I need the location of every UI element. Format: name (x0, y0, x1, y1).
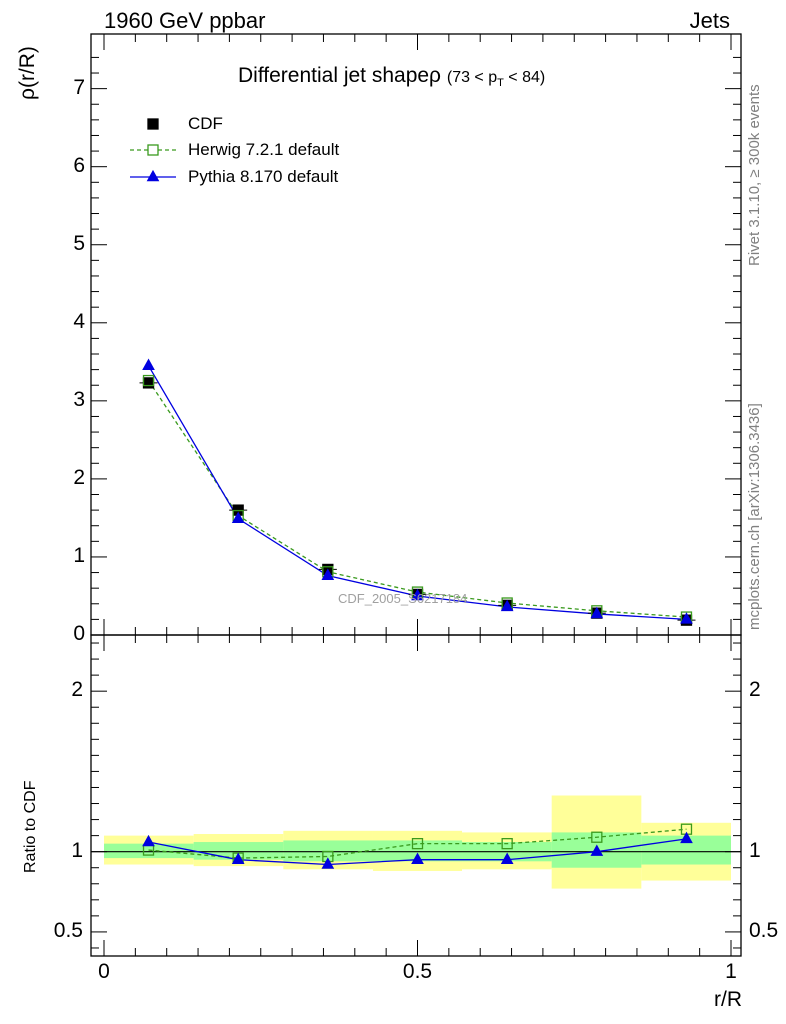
legend-label-herwig: Herwig 7.2.1 default (188, 140, 340, 159)
pythia-data-point (231, 511, 245, 523)
pythia-ratio-point (231, 852, 245, 864)
legend-label-pythia: Pythia 8.170 default (188, 167, 339, 186)
ratio-plot-frame (90, 634, 742, 957)
x-tick-label: 0.5 (402, 960, 433, 983)
y-tick-label: 7 (73, 75, 85, 99)
energy-label: 1960 GeV ppbar (104, 8, 266, 33)
title-range-start: (73 < p (446, 69, 498, 86)
rivet-label: Rivet 3.1.10, ≥ 300k events (746, 84, 763, 266)
y-tick-label: 5 (73, 231, 85, 255)
title-range-end: < 84) (503, 69, 546, 86)
pythia-data-point (680, 612, 693, 624)
ratio-y-tick-label: 2 (71, 678, 83, 702)
pythia-ratio-point (680, 831, 693, 844)
y-tick-label: 1 (73, 543, 85, 567)
herwig-data-point (142, 374, 155, 387)
cdf-data-point (142, 377, 155, 389)
chart-title-main: Differential jet shapeρ (238, 64, 442, 87)
chart-title-range: (73 < pT < 84) (446, 69, 546, 90)
legend-marker-pythia (146, 169, 160, 182)
herwig-ratio-point (501, 838, 513, 850)
x-tick-label: 1 (725, 960, 737, 983)
y-tick-label: 2 (73, 465, 85, 489)
pythia-ratio-point (590, 844, 604, 856)
herwig-ratio-point (411, 838, 424, 850)
uncertainty-band-inner (104, 843, 194, 859)
y-tick-label: 3 (73, 387, 85, 411)
ratio-y-tick-label-right: 1 (749, 838, 761, 862)
herwig-series-line (147, 380, 687, 618)
pythia-ratio-point (500, 852, 514, 864)
pythia-data-point (500, 599, 514, 612)
pythia-ratio-point (321, 857, 335, 869)
chart-title: Differential jet shapeρ (73 < pT < 84) (238, 64, 545, 89)
process-label: Jets (689, 8, 730, 33)
analysis-watermark: CDF_2005_S6217184 (338, 591, 468, 606)
ratio-y-tick-label-right: 2 (749, 678, 761, 702)
uncertainty-band-inner (372, 840, 463, 862)
ratio-y-tick-label-right: 0.5 (749, 918, 779, 942)
herwig-ratio-line (148, 828, 687, 859)
pythia-data-point (321, 568, 335, 580)
pythia-series-line (147, 365, 687, 621)
legend-label-cdf: CDF (188, 114, 223, 133)
title-range-sub: T (497, 77, 504, 90)
ratio-y-tick-label: 1 (71, 838, 83, 862)
herwig-ratio-point (591, 831, 603, 843)
pythia-ratio-point (142, 834, 155, 847)
legend-marker-cdf (147, 118, 159, 130)
x-tick-label: 0 (98, 960, 110, 983)
y-tick-label: 0 (73, 622, 85, 645)
y-tick-label: 6 (73, 153, 85, 177)
pythia-data-point (411, 588, 424, 601)
y-tick-label: 4 (73, 309, 85, 333)
pythia-ratio-point (411, 852, 424, 864)
legend-marker-herwig (147, 144, 159, 156)
ratio-y-tick-label: 0.5 (53, 918, 83, 942)
x-axis-label: r/R (714, 988, 742, 1011)
pythia-data-point (590, 606, 604, 619)
pythia-data-point (142, 358, 155, 370)
mcplots-label: mcplots.cern.ch [arXiv:1306.3436] (746, 403, 763, 630)
